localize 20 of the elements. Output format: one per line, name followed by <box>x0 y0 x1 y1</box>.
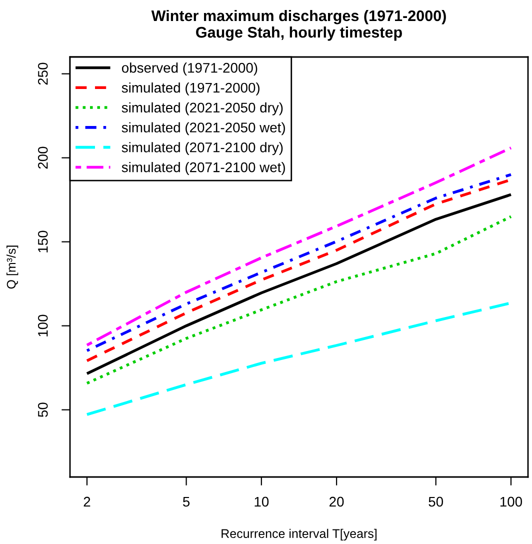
y-tick-label: 50 <box>38 402 48 417</box>
y-axis-title: Q [m³/s] <box>6 246 18 289</box>
legend-label: simulated (1971-2000) <box>122 82 260 96</box>
y-tick-label: 250 <box>38 62 48 85</box>
x-tick-label: 10 <box>254 496 269 507</box>
legend-label: observed (1971-2000) <box>122 62 258 76</box>
x-axis-title: Recurrence interval T[years] <box>222 528 377 540</box>
chart-title: Winter maximum discharges (1971-2000) Gauge Stah, hourly timestep <box>151 10 446 41</box>
x-tick-label: 20 <box>330 496 344 507</box>
x-tick-label: 2 <box>84 496 90 507</box>
y-tick-label: 100 <box>38 314 48 336</box>
x-tick-label: 50 <box>428 496 444 507</box>
legend-label: simulated (2021-2050 wet) <box>122 122 285 136</box>
x-tick-label: 5 <box>182 496 190 507</box>
x-tick-label: 100 <box>500 496 522 507</box>
legend-label: simulated (2021-2050 dry) <box>122 102 283 116</box>
y-tick-label: 150 <box>38 230 48 252</box>
legend-label: simulated (2071-2100 wet) <box>122 162 285 175</box>
legend-label: simulated (2071-2100 dry) <box>122 142 283 156</box>
y-tick-label: 200 <box>38 146 48 169</box>
